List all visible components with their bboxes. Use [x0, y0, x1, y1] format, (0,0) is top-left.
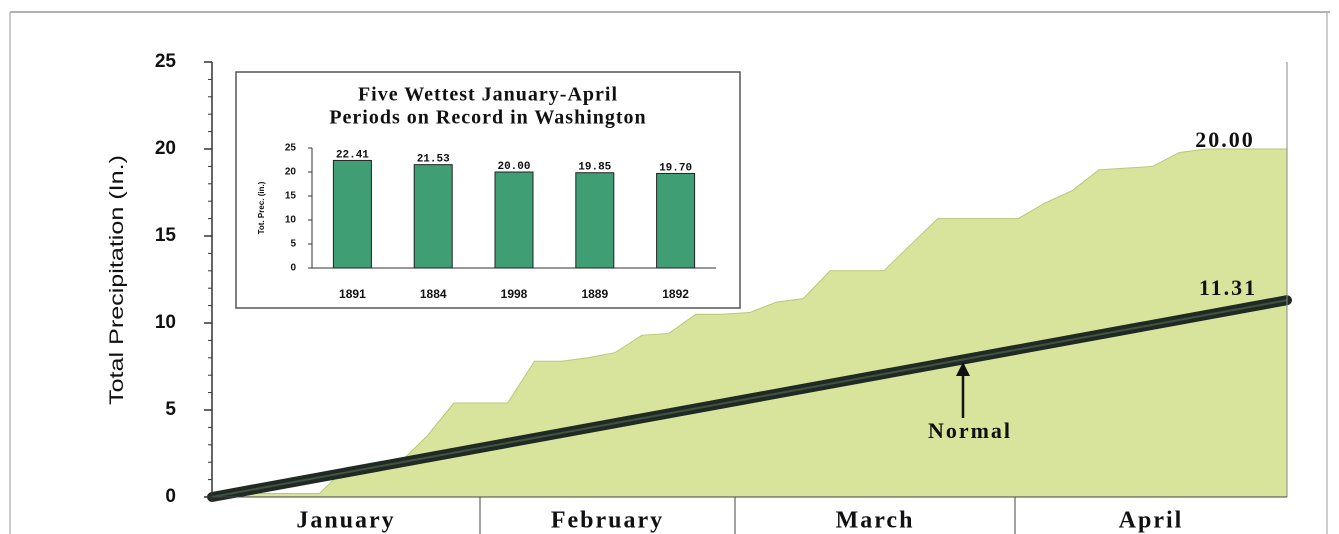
annotation: 20.00 — [1195, 127, 1255, 152]
inset-x-tick-label: 1891 — [339, 287, 366, 301]
normal-arrowhead — [956, 362, 970, 376]
inset-y-tick-label: 0 — [290, 263, 296, 274]
bar — [332, 159, 372, 269]
bar-value-label: 20.00 — [497, 161, 530, 173]
inset-box — [235, 71, 741, 309]
inset-x-tick-label: 1889 — [581, 287, 608, 301]
y-tick-label: 25 — [155, 51, 177, 72]
bar-value-label: 22.41 — [336, 149, 369, 161]
bar — [413, 164, 453, 269]
bar — [494, 171, 534, 269]
inset-x-tick-label: 1998 — [501, 287, 528, 301]
annotation: Normal — [928, 418, 1012, 443]
bar-value-label: 21.53 — [417, 154, 450, 166]
y-tick-label: 15 — [155, 225, 177, 246]
inset-x-tick-label: 1892 — [662, 287, 689, 301]
y-tick-label: 20 — [155, 138, 176, 159]
y-axis-label: Total Precipitation (In.) — [107, 155, 128, 405]
bar-value-label: 19.85 — [578, 162, 611, 174]
x-tick-label: January — [296, 508, 395, 534]
normal-line-highlight — [211, 299, 1288, 498]
y-tick-label: 10 — [155, 312, 176, 333]
inset-title: Five Wettest January-April — [358, 84, 618, 106]
inset-y-tick-label: 20 — [285, 167, 297, 178]
inset-y-tick-label: 25 — [285, 143, 297, 154]
annotation: 11.31 — [1199, 275, 1257, 300]
inset-y-tick-label: 5 — [290, 239, 296, 250]
inset-y-label: Tot. Prec. (in.) — [257, 181, 266, 234]
y-tick-label: 5 — [165, 399, 176, 420]
bar — [656, 172, 696, 269]
x-tick-label: February — [551, 508, 664, 534]
bar-value-label: 19.70 — [659, 162, 692, 174]
bar — [575, 172, 615, 269]
inset-x-tick-label: 1884 — [420, 287, 447, 301]
y-tick-label: 0 — [165, 486, 176, 507]
x-tick-label: March — [836, 508, 915, 534]
inset-y-tick-label: 15 — [285, 191, 297, 202]
x-tick-label: April — [1119, 508, 1184, 534]
inset-y-tick-label: 10 — [285, 215, 297, 226]
inset-title: Periods on Record in Washington — [329, 107, 646, 129]
